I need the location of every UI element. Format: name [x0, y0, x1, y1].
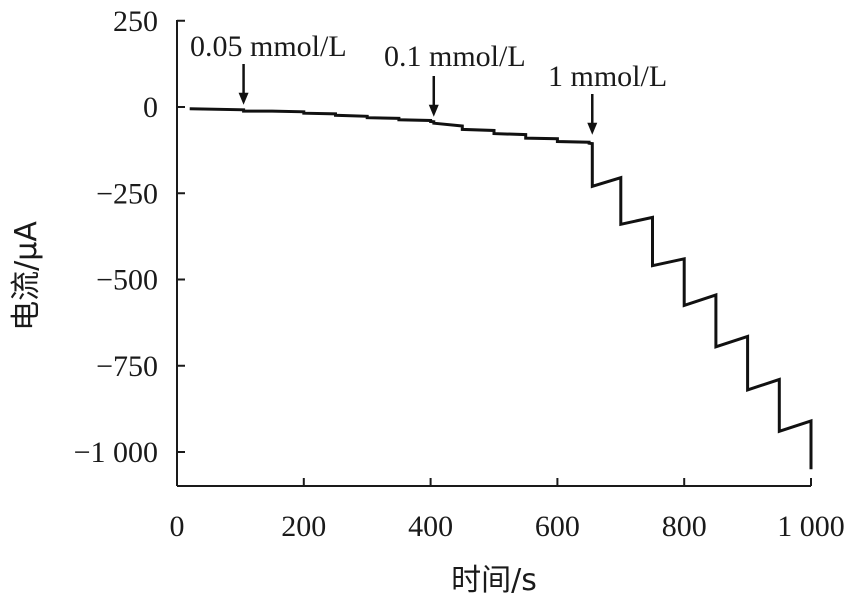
current-trace — [189, 107, 813, 470]
axes — [176, 20, 811, 487]
arrow-head — [587, 122, 598, 135]
y-tick-label: −500 — [96, 264, 158, 297]
concentration-label: 1 mmol/L — [548, 60, 667, 93]
x-tick-label: 400 — [408, 510, 453, 543]
y-ticks: 250 0 −250 −500 −750 −1 000 — [74, 5, 185, 469]
x-tick-label: 0 — [170, 510, 185, 543]
x-axis-title: 时间/s — [451, 563, 537, 598]
concentration-label: 0.1 mmol/L — [384, 40, 526, 73]
x-tick-label: 800 — [662, 510, 707, 543]
y-tick-label: −250 — [96, 177, 158, 210]
x-tick-label: 200 — [281, 510, 326, 543]
y-tick-label: 250 — [113, 5, 158, 38]
arrow-head — [238, 92, 249, 105]
plot-area — [189, 107, 813, 470]
x-tick-label: 1 000 — [777, 510, 845, 543]
y-tick-label: −750 — [96, 350, 158, 383]
arrow-head — [428, 104, 439, 117]
x-tick-label: 600 — [535, 510, 580, 543]
annotations: 0.05 mmol/L 0.1 mmol/L 1 mmol/L — [190, 30, 667, 135]
x-ticks: 0 200 400 600 800 1 000 — [170, 478, 845, 543]
y-tick-label: −1 000 — [74, 436, 158, 469]
y-tick-label: 0 — [143, 91, 158, 124]
y-axis-title: 电流/μA — [9, 221, 44, 331]
concentration-label: 0.05 mmol/L — [190, 30, 347, 63]
